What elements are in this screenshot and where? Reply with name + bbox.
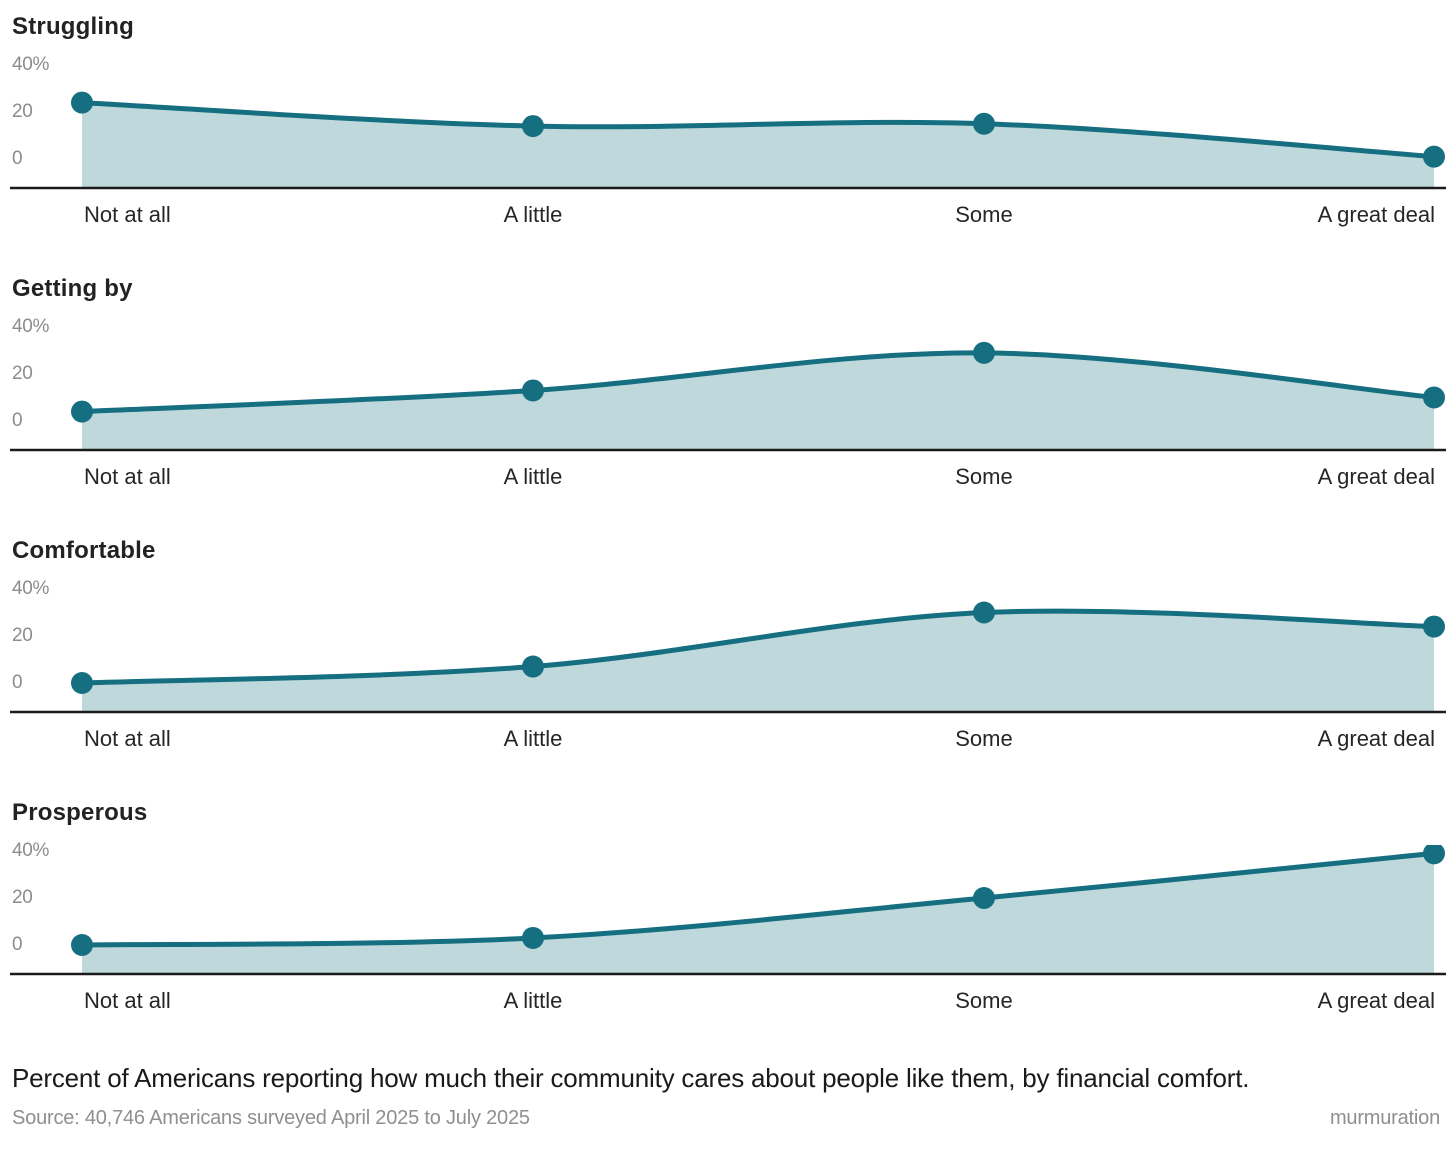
meta-row: Source: 40,746 Americans surveyed April … <box>12 1105 1440 1131</box>
data-point <box>973 601 995 624</box>
x-axis-labels: Not at all A little Some A great deal <box>0 726 1456 752</box>
data-point <box>1423 145 1445 168</box>
trend-line <box>79 100 1437 160</box>
y-tick-40: 40% <box>12 54 50 75</box>
x-label: A great deal <box>1317 988 1435 1013</box>
area-fill <box>82 611 1434 711</box>
x-label: Not at all <box>84 464 171 489</box>
data-point <box>973 112 995 135</box>
data-point <box>71 400 93 423</box>
area-fill <box>82 352 1434 449</box>
y-tick-0: 0 <box>12 148 23 169</box>
plot-area: 40% 20 0 <box>0 578 1456 723</box>
plot-area: 40% 20 0 <box>0 840 1456 985</box>
y-tick-20: 20 <box>12 363 33 384</box>
y-tick-0: 0 <box>12 934 23 955</box>
x-label: A little <box>503 988 563 1013</box>
panel-title: Getting by <box>12 275 133 302</box>
plot-area: 40% 20 0 <box>0 54 1456 199</box>
panel-comfortable: Comfortable 40% 20 0 Not at all A little… <box>0 537 1456 752</box>
x-label: A great deal <box>1317 202 1435 227</box>
x-label: A little <box>503 202 563 227</box>
y-tick-0: 0 <box>12 672 23 693</box>
data-point <box>71 934 93 956</box>
data-point <box>522 115 544 138</box>
x-label: A little <box>503 464 563 489</box>
x-label: A great deal <box>1317 726 1435 751</box>
trend-line <box>79 350 1437 415</box>
data-point <box>1423 615 1445 638</box>
data-point <box>973 341 995 364</box>
x-label: A little <box>503 726 563 751</box>
panel-title: Struggling <box>12 13 134 40</box>
area-chart <box>10 341 1446 452</box>
panel-prosperous: Prosperous 40% 20 0 Not at all A little … <box>0 799 1456 1014</box>
y-tick-0: 0 <box>12 410 23 431</box>
data-point <box>71 672 93 694</box>
data-point <box>71 91 93 114</box>
y-tick-20: 20 <box>12 625 33 646</box>
panel-struggling: Struggling 40% 20 0 Not at all A little … <box>0 13 1456 228</box>
area-chart <box>10 601 1446 714</box>
trend-line <box>79 608 1437 686</box>
y-tick-20: 20 <box>12 101 33 122</box>
x-label: Some <box>955 726 1013 751</box>
y-tick-40: 40% <box>12 578 50 599</box>
data-point <box>1423 386 1445 409</box>
data-point <box>1423 845 1445 865</box>
plot-area: 40% 20 0 <box>0 316 1456 461</box>
y-tick-40: 40% <box>12 840 50 861</box>
brand-mark: murmuration <box>1329 1107 1440 1129</box>
data-point <box>522 379 544 402</box>
x-label: Some <box>955 202 1013 227</box>
chart-caption: Percent of Americans reporting how much … <box>12 1063 1250 1093</box>
source-note: Source: 40,746 Americans surveyed April … <box>12 1107 530 1129</box>
x-label: Not at all <box>84 988 171 1013</box>
x-label: Some <box>955 464 1013 489</box>
area-chart <box>10 91 1446 190</box>
data-point <box>522 926 544 949</box>
y-tick-20: 20 <box>12 887 33 908</box>
data-point <box>522 655 544 678</box>
x-axis-labels: Not at all A little Some A great deal <box>0 464 1456 490</box>
panel-title: Comfortable <box>12 537 156 564</box>
x-label: Not at all <box>84 202 171 227</box>
data-point <box>973 887 995 909</box>
x-label: A great deal <box>1317 464 1435 489</box>
panel-title: Prosperous <box>12 799 148 826</box>
x-label: Some <box>955 988 1013 1013</box>
y-tick-40: 40% <box>12 316 50 337</box>
x-axis-labels: Not at all A little Some A great deal <box>0 202 1456 228</box>
x-axis-labels: Not at all A little Some A great deal <box>0 988 1456 1014</box>
trend-line <box>79 850 1437 948</box>
x-label: Not at all <box>84 726 171 751</box>
area-chart <box>10 845 1446 976</box>
panel-getting-by: Getting by 40% 20 0 Not at all A little … <box>0 275 1456 490</box>
